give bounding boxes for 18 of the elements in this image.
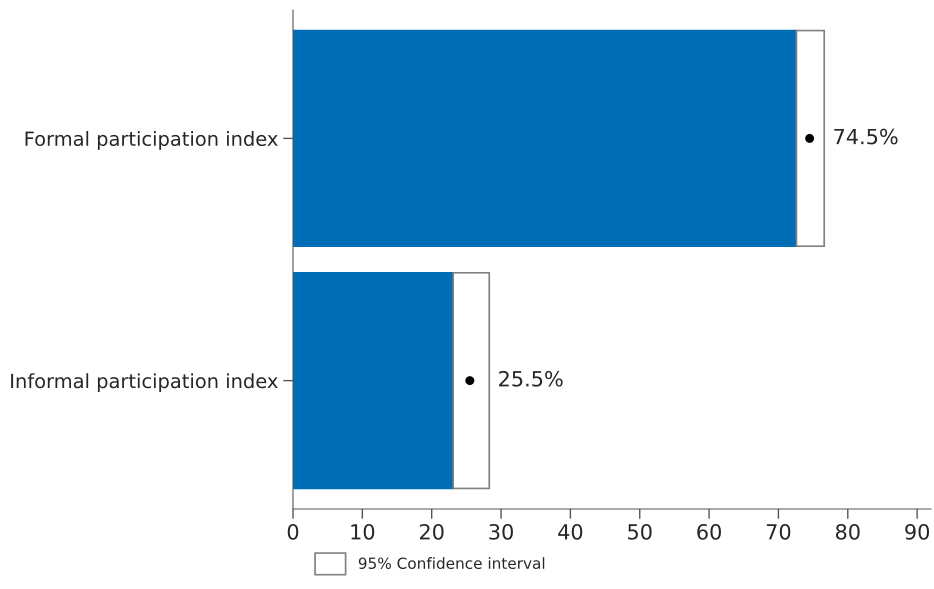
x-tick-label: 10 bbox=[351, 524, 374, 540]
x-tick-label: 60 bbox=[697, 524, 721, 540]
x-tick-label: 30 bbox=[489, 524, 513, 540]
x-tick-label: 80 bbox=[836, 524, 860, 540]
data-label: 25.5% bbox=[499, 370, 563, 387]
bar bbox=[293, 272, 454, 490]
x-tick-label: 0 bbox=[288, 524, 298, 540]
bar bbox=[796, 30, 826, 248]
y-tick-label: Formal participation index bbox=[26, 130, 278, 150]
x-tick-label: 20 bbox=[420, 524, 444, 540]
bar bbox=[452, 272, 490, 490]
x-tick-label: 40 bbox=[558, 524, 582, 540]
y-tick-label: Informal participation index bbox=[11, 373, 278, 392]
x-tick-label: 70 bbox=[766, 524, 790, 540]
x-tick-label: 90 bbox=[905, 524, 929, 540]
x-tick-label: 50 bbox=[628, 524, 652, 540]
data-label: 74.5% bbox=[834, 128, 898, 144]
legend-label: 95% Confidence interval bbox=[358, 557, 544, 570]
